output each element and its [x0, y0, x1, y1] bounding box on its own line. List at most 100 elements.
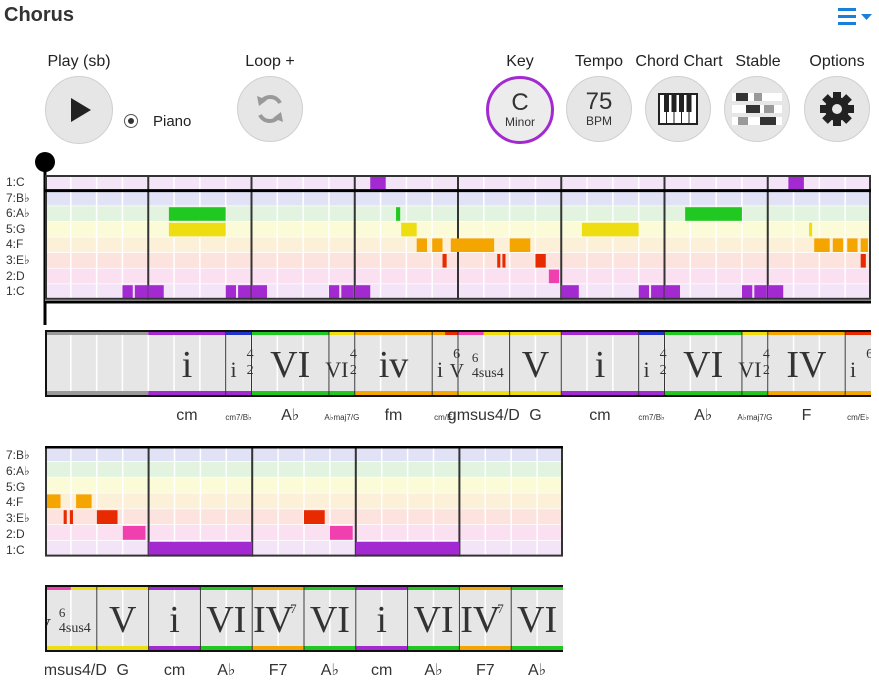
svg-text:VI: VI [738, 357, 761, 382]
key-button[interactable]: C Minor [486, 76, 554, 144]
piano-roll-2[interactable] [45, 446, 563, 562]
chord-name: cm7/B♭ [638, 413, 665, 422]
note [148, 285, 164, 299]
chord-numeral[interactable]: i42 [231, 347, 254, 382]
chord-numeral[interactable]: i42 [644, 347, 667, 382]
piano-radio[interactable] [124, 114, 138, 128]
note [354, 285, 371, 299]
chord-name: F [802, 407, 812, 424]
chord-numeral[interactable]: iv [379, 344, 409, 386]
stable-label: Stable [735, 53, 781, 70]
row-label: 6:A♭ [6, 463, 30, 478]
chord-numeral[interactable]: V [109, 599, 137, 641]
hamburger-dropdown-icon[interactable] [838, 8, 876, 26]
note [328, 285, 340, 299]
note [860, 238, 868, 252]
note [168, 222, 226, 237]
svg-text:V: V [45, 615, 52, 637]
chord-numeral[interactable]: IV [786, 344, 827, 386]
row-label: 4:F [6, 495, 24, 510]
chord-numeral[interactable]: VI [310, 599, 350, 641]
note [69, 510, 73, 524]
svg-text:VI: VI [683, 344, 723, 386]
piano-keys-icon [658, 93, 698, 125]
note [45, 494, 61, 509]
chord-name: gmsus4/D [448, 407, 520, 424]
chord-name: A♭maj7/G [737, 413, 772, 422]
note [355, 541, 460, 556]
note [416, 238, 428, 252]
svg-text:i: i [437, 357, 443, 382]
chord-numeral[interactable]: i6 [437, 347, 460, 382]
chord-numeral[interactable]: IV7 [460, 599, 504, 641]
play-icon [71, 98, 91, 122]
note [788, 176, 804, 190]
chord-numeral[interactable]: i [376, 599, 387, 641]
tempo-button[interactable]: 75 BPM [566, 76, 632, 142]
row-label: 3:E♭ [6, 511, 30, 526]
chord-numeral[interactable]: VI [413, 599, 453, 641]
chord-numeral[interactable]: i [182, 344, 193, 386]
piano-roll-1[interactable] [45, 175, 871, 305]
options-button[interactable] [804, 76, 870, 142]
chord-name: gmsus4/D [45, 662, 107, 679]
loop-button[interactable] [237, 76, 303, 142]
svg-text:4: 4 [763, 347, 770, 362]
chord-numeral[interactable]: V [522, 344, 550, 386]
chord-numeral[interactable]: i6 [850, 347, 871, 382]
svg-text:VI: VI [206, 599, 246, 641]
chord-name: A♭ [694, 407, 712, 424]
svg-text:i: i [595, 344, 606, 386]
chord-name: cm [164, 662, 185, 679]
key-mode: Minor [504, 115, 535, 129]
svg-text:7: 7 [290, 601, 297, 616]
chord-numeral[interactable]: VI [517, 599, 557, 641]
chord-numeral[interactable]: VI [270, 344, 310, 386]
svg-text:4sus4: 4sus4 [472, 366, 504, 381]
svg-text:iv: iv [379, 344, 409, 386]
chord-name: A♭ [528, 662, 546, 679]
tempo-label: Tempo [574, 53, 624, 70]
chord-numeral[interactable]: IV7 [253, 599, 297, 641]
svg-text:6: 6 [453, 347, 460, 362]
chord-numeral[interactable]: VI [206, 599, 246, 641]
row-label: 6:A♭ [6, 206, 30, 221]
note [638, 285, 650, 299]
row-label: 7:B♭ [6, 190, 30, 205]
stable-button[interactable] [724, 76, 790, 142]
note [122, 285, 133, 299]
note [581, 222, 639, 237]
chord-name: G [529, 407, 541, 424]
chord-numeral[interactable]: VI [683, 344, 723, 386]
chord-name: A♭ [424, 662, 442, 679]
row-label: 3:E♭ [6, 253, 30, 267]
svg-text:VI: VI [325, 357, 348, 382]
svg-text:6: 6 [59, 605, 66, 620]
svg-text:VI: VI [517, 599, 557, 641]
svg-text:VI: VI [310, 599, 350, 641]
chord-strip-1[interactable]: icmi42cm7/B♭VIA♭VI42A♭maj7/Givfmi6cm/E♭V… [45, 330, 871, 430]
svg-text:4sus4: 4sus4 [59, 621, 91, 636]
note [548, 269, 560, 284]
row-label: 2:D [6, 527, 25, 541]
note [847, 238, 858, 252]
chord-strip-2[interactable]: V64sus4gmsus4/DVGicmVIA♭IV7F7VIA♭icmVIA♭… [45, 585, 563, 685]
chord-name: A♭ [281, 407, 299, 424]
note [664, 285, 680, 299]
loop-icon [257, 95, 283, 123]
svg-text:2: 2 [763, 363, 770, 378]
note [251, 285, 267, 299]
play-button[interactable] [45, 76, 113, 144]
chord-numeral[interactable]: i [169, 599, 180, 641]
chord-name: cm [371, 662, 392, 679]
row-label: 2:D [6, 268, 25, 283]
svg-text:i: i [376, 599, 387, 641]
chord-numeral[interactable]: i [595, 344, 606, 386]
note [767, 285, 784, 299]
chord-chart-button[interactable] [645, 76, 711, 142]
svg-text:i: i [182, 344, 193, 386]
